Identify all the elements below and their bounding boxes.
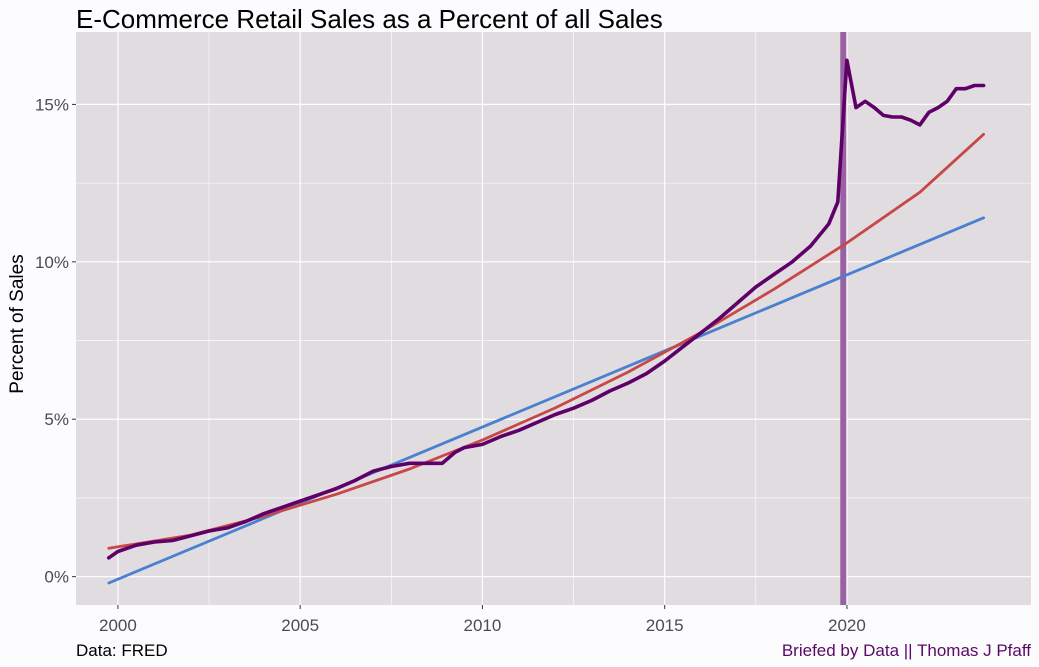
x-tick-label: 2000: [99, 616, 137, 635]
x-tick-label: 2020: [828, 616, 866, 635]
y-axis-title: Percent of Sales: [7, 254, 28, 393]
series-line-ecommerce-share: [107, 58, 986, 560]
chart-title: E-Commerce Retail Sales as a Percent of …: [76, 4, 663, 34]
y-tick-label: 0%: [44, 568, 69, 587]
y-axis-ticks: 0% 5% 10% 15%: [35, 95, 76, 587]
y-tick-label: 15%: [35, 95, 69, 114]
series-layer: [107, 58, 986, 585]
x-tick-label: 2010: [464, 616, 502, 635]
series-line-curved-fit: [107, 132, 985, 550]
grid-minor: [76, 32, 1031, 605]
caption-source: Data: FRED: [76, 641, 168, 660]
series-line-linear-fit: [107, 216, 985, 585]
x-tick-label: 2015: [646, 616, 684, 635]
caption-attribution: Briefed by Data || Thomas J Pfaff: [782, 641, 1031, 660]
x-tick-label: 2005: [281, 616, 319, 635]
plot-background: [76, 32, 1031, 605]
grid-major: [76, 32, 1031, 605]
y-tick-label: 5%: [44, 410, 69, 429]
y-tick-label: 10%: [35, 253, 69, 272]
x-axis-ticks: 2000 2005 2010 2015 2020: [99, 605, 866, 635]
